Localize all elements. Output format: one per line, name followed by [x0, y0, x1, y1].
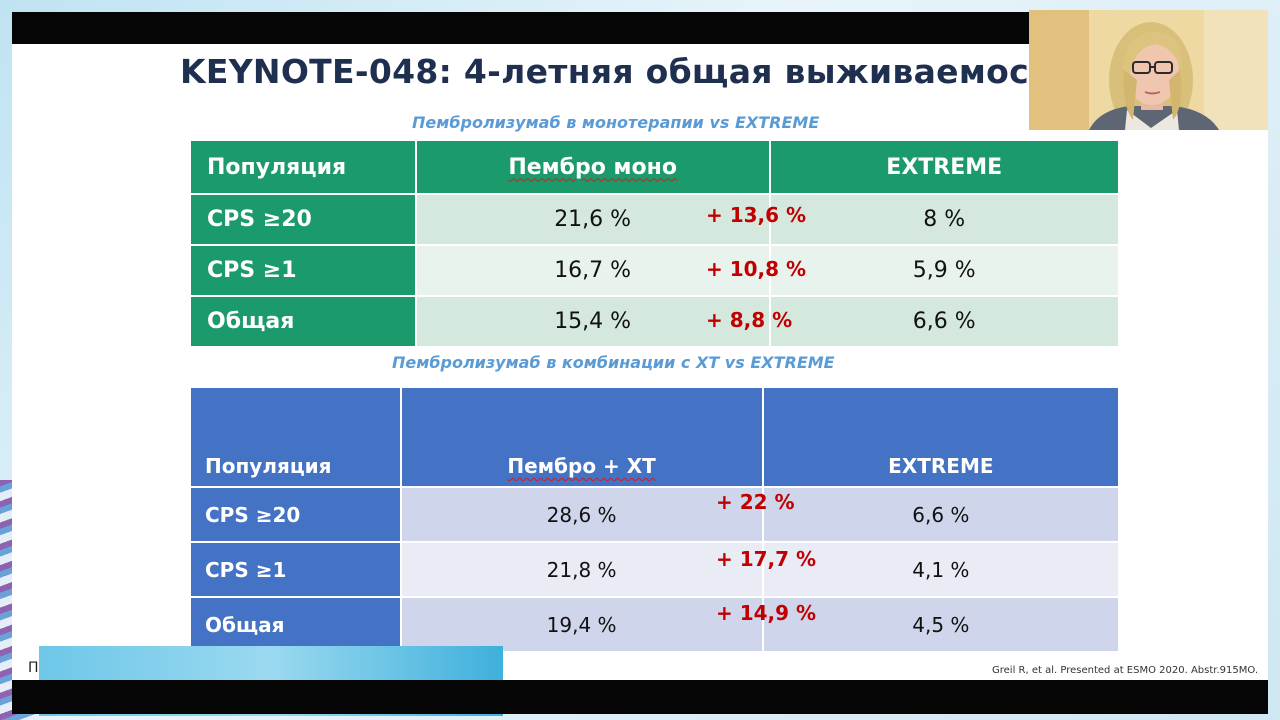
difference-label: + 13,6 %: [706, 203, 807, 227]
extreme-value: 4,1 %: [761, 541, 1121, 598]
header-pembro-chemo-label: Пембро + ХТ: [507, 454, 656, 478]
table-row: CPS ≥1 16,7 % 5,9 %: [189, 244, 1120, 297]
header-extreme: EXTREME: [761, 386, 1121, 488]
header-extreme: EXTREME: [768, 139, 1120, 195]
extreme-value: 6,6 %: [768, 295, 1120, 348]
extreme-value: 6,6 %: [761, 486, 1121, 543]
pembro-value: 28,6 %: [399, 486, 764, 543]
slide-title: KEYNOTE-048: 4-летняя общая выживаемость: [180, 52, 1040, 91]
combination-table: Популяция Пембро + ХТ EXTREME CPS ≥20 28…: [189, 386, 1121, 653]
header-pembro-mono: Пембро моно: [414, 139, 771, 195]
header-pembro-mono-label: Пембро моно: [508, 154, 677, 180]
table-row: CPS ≥20 21,6 % 8 %: [189, 193, 1120, 246]
population-cell: CPS ≥1: [189, 541, 402, 598]
table-header-row: Популяция Пембро + ХТ EXTREME: [189, 386, 1121, 488]
table-row: Общая 19,4 % 4,5 %: [189, 596, 1121, 653]
extreme-value: 8 %: [768, 193, 1120, 246]
population-cell: Общая: [189, 295, 417, 348]
subtitle-monotherapy: Пембролизумаб в монотерапии vs EXTREME: [412, 113, 820, 132]
population-cell: Общая: [189, 596, 402, 653]
pembro-value: 19,4 %: [399, 596, 764, 653]
header-population: Популяция: [189, 139, 417, 195]
extreme-value: 4,5 %: [761, 596, 1121, 653]
pembro-value: 21,8 %: [399, 541, 764, 598]
difference-label: + 8,8 %: [706, 308, 793, 332]
table-row: Общая 15,4 % 6,6 %: [189, 295, 1120, 348]
difference-label: + 10,8 %: [706, 257, 807, 281]
header-population: Популяция: [189, 386, 402, 488]
bottom-letterbox-bar: [12, 680, 1268, 714]
subtitle-combination: Пембролизумаб в комбинации с ХТ vs EXTRE…: [392, 353, 835, 372]
population-cell: CPS ≥20: [189, 486, 402, 543]
population-cell: CPS ≥20: [189, 193, 417, 246]
table-row: CPS ≥1 21,8 % 4,1 %: [189, 541, 1121, 598]
table-header-row: Популяция Пембро моно EXTREME: [189, 139, 1120, 195]
monotherapy-table: Популяция Пембро моно EXTREME CPS ≥20 21…: [189, 139, 1120, 348]
extreme-value: 5,9 %: [768, 244, 1120, 297]
table-row: CPS ≥20 28,6 % 6,6 %: [189, 486, 1121, 543]
pembro-value: 21,6 %: [414, 193, 771, 246]
header-pembro-chemo: Пембро + ХТ: [399, 386, 764, 488]
population-cell: CPS ≥1: [189, 244, 417, 297]
truncated-footer-text: П: [28, 660, 39, 676]
pembro-value: 16,7 %: [414, 244, 771, 297]
difference-label: + 22 %: [716, 490, 795, 514]
difference-label: + 17,7 %: [716, 547, 817, 571]
difference-label: + 14,9 %: [716, 601, 817, 625]
citation-reference: Greil R, et al. Presented at ESMO 2020. …: [992, 665, 1258, 676]
pembro-value: 15,4 %: [414, 295, 771, 348]
webcam-video-feed[interactable]: [1029, 10, 1268, 130]
speaker-avatar-icon: [1029, 10, 1268, 130]
